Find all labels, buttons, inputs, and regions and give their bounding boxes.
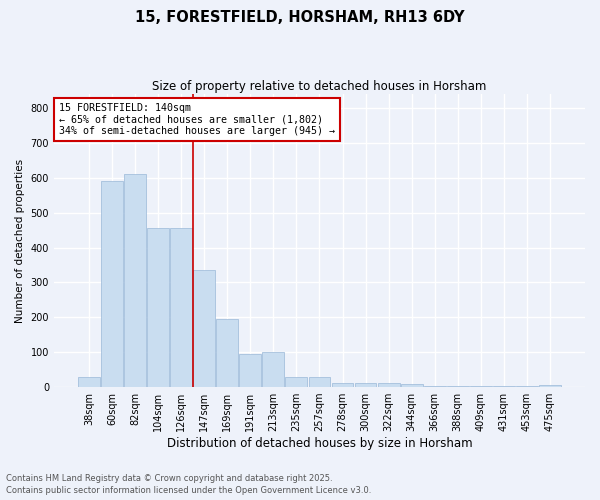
Title: Size of property relative to detached houses in Horsham: Size of property relative to detached ho… — [152, 80, 487, 93]
Bar — [493, 386, 515, 387]
Bar — [308, 376, 331, 387]
Bar — [377, 383, 400, 387]
Bar — [101, 182, 123, 387]
Bar — [193, 270, 215, 387]
Bar — [355, 383, 376, 387]
Bar — [170, 228, 192, 387]
Bar — [147, 228, 169, 387]
Bar — [516, 386, 538, 387]
Text: 15 FORESTFIELD: 140sqm
← 65% of detached houses are smaller (1,802)
34% of semi-: 15 FORESTFIELD: 140sqm ← 65% of detached… — [59, 103, 335, 136]
X-axis label: Distribution of detached houses by size in Horsham: Distribution of detached houses by size … — [167, 437, 472, 450]
Bar — [286, 376, 307, 387]
Bar — [78, 376, 100, 387]
Text: Contains HM Land Registry data © Crown copyright and database right 2025.
Contai: Contains HM Land Registry data © Crown c… — [6, 474, 371, 495]
Bar — [124, 174, 146, 387]
Bar — [401, 384, 422, 387]
Bar — [539, 386, 561, 387]
Bar — [424, 386, 446, 387]
Bar — [332, 383, 353, 387]
Y-axis label: Number of detached properties: Number of detached properties — [15, 158, 25, 322]
Bar — [239, 354, 261, 387]
Bar — [262, 352, 284, 387]
Bar — [217, 319, 238, 387]
Bar — [470, 386, 492, 387]
Text: 15, FORESTFIELD, HORSHAM, RH13 6DY: 15, FORESTFIELD, HORSHAM, RH13 6DY — [135, 10, 465, 25]
Bar — [447, 386, 469, 387]
